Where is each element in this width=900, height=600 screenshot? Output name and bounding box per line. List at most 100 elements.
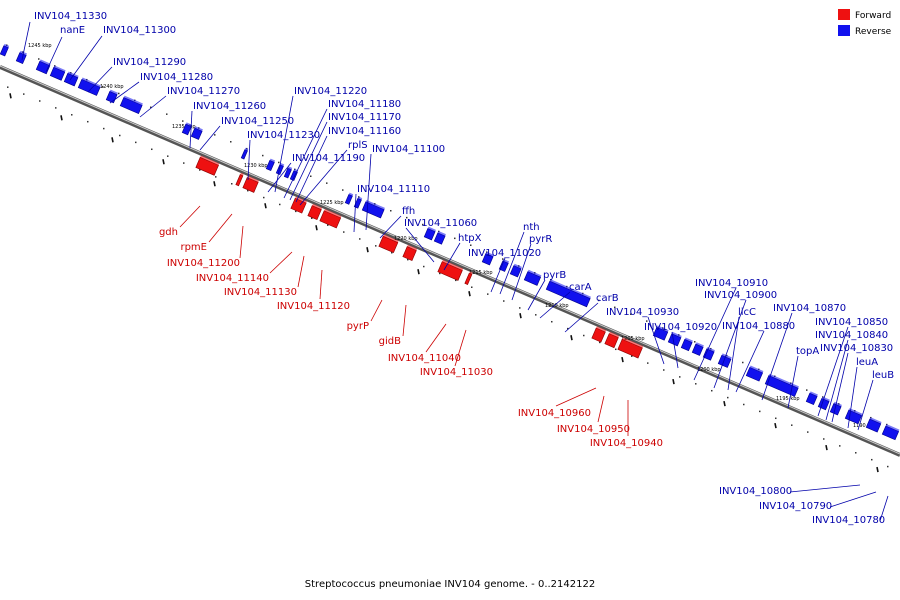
leader-line — [199, 125, 221, 151]
leader-line — [269, 251, 293, 274]
gene-label-licc: licC — [738, 307, 756, 318]
tick-dot — [7, 86, 9, 88]
reverse-gene — [481, 251, 494, 266]
leader-line — [283, 108, 328, 199]
gene-label-inv104-11260: INV104_11260 — [193, 101, 266, 112]
leader-line — [555, 387, 597, 407]
leader-line — [87, 66, 113, 93]
major-tick — [417, 269, 420, 275]
leader-line — [761, 312, 793, 401]
reverse-gene — [433, 230, 446, 245]
gene-label-leua: leuA — [856, 357, 878, 368]
reverse-gene — [105, 89, 118, 104]
leader-line — [353, 193, 357, 233]
leader-line — [527, 279, 546, 311]
gene-label-inv104-10880: INV104_10880 — [722, 321, 795, 332]
major-tick — [366, 247, 369, 253]
gene-label-inv104-11120: INV104_11120 — [277, 301, 350, 312]
gene-label-inv104-10940: INV104_10940 — [590, 438, 663, 449]
tick-dot — [311, 217, 313, 220]
tick-dot — [182, 120, 184, 122]
reverse-gene — [181, 122, 193, 136]
leader-line — [713, 299, 747, 389]
gene-label-inv104-10870: INV104_10870 — [773, 303, 846, 314]
tick-dot — [615, 348, 617, 351]
reverse-gene — [283, 166, 293, 179]
tick-dot — [775, 417, 777, 420]
tick-dot — [151, 148, 153, 151]
leader-line — [69, 35, 103, 81]
tick-dot — [599, 341, 601, 344]
leader-line — [247, 139, 251, 181]
tick-dot — [839, 445, 841, 447]
tick-dot — [278, 161, 280, 164]
leader-line — [879, 495, 889, 522]
tick-dot — [87, 120, 89, 123]
tick-dot — [455, 279, 457, 282]
major-tick — [9, 93, 12, 99]
tick-dot — [791, 424, 793, 426]
gene-label-inv104-11290: INV104_11290 — [113, 57, 186, 68]
kbp-tick-label: 1220 kbp — [394, 236, 418, 242]
leader-line — [511, 243, 532, 301]
kbp-tick-label: 1200 kbp — [697, 367, 721, 373]
leader-line — [139, 95, 167, 118]
tick-dot — [23, 93, 25, 95]
kbp-tick-label: 1230 kbp — [244, 163, 268, 169]
reverse-gene — [702, 346, 715, 361]
leader-line — [829, 491, 877, 508]
tick-dot — [567, 327, 569, 330]
leader-line — [109, 81, 140, 104]
legend-reverse-swatch — [838, 25, 850, 36]
gene-label-pyrr: pyrR — [529, 234, 552, 245]
tick-dot — [71, 114, 73, 116]
tick-dot — [342, 189, 344, 191]
tick-dot — [535, 314, 537, 316]
reverse-gene — [275, 162, 285, 175]
leader-line — [365, 153, 372, 231]
tick-dot — [759, 410, 761, 413]
leader-line — [539, 291, 571, 319]
tick-dot — [742, 361, 744, 364]
tick-dot — [743, 403, 745, 406]
gene-label-inv104-10930: INV104_10930 — [606, 307, 679, 318]
leader-line — [454, 329, 467, 367]
leader-line — [693, 287, 737, 381]
leader-line — [208, 213, 233, 243]
gene-label-inv104-10900: INV104_10900 — [704, 290, 777, 301]
gene-label-inv104-11220: INV104_11220 — [294, 86, 367, 97]
gene-features — [0, 43, 900, 441]
gene-label-inv104-11190: INV104_11190 — [292, 153, 365, 164]
tick-dot — [183, 162, 185, 164]
gene-label-rpls: rplS — [348, 140, 368, 151]
tick-dot — [519, 307, 521, 309]
leader-line — [789, 484, 861, 493]
kbp-tick-label: 1195 kbp — [776, 396, 800, 402]
major-tick — [213, 181, 216, 187]
gene-label-inv104-10920: INV104_10920 — [644, 322, 717, 333]
gene-label-inv104-11250: INV104_11250 — [221, 116, 294, 127]
tick-dot — [631, 355, 633, 357]
reverse-gene — [423, 226, 436, 241]
tick-dot — [327, 224, 329, 226]
gene-label-inv104-10830: INV104_10830 — [820, 343, 893, 354]
tick-dot — [326, 182, 328, 184]
forward-gene — [319, 208, 342, 229]
gene-label-inv104-11280: INV104_11280 — [140, 72, 213, 83]
tick-dot — [103, 127, 105, 130]
major-tick — [468, 291, 471, 297]
gene-label-inv104-11130: INV104_11130 — [224, 287, 297, 298]
tick-dot — [199, 169, 201, 171]
major-tick — [672, 378, 675, 385]
kbp-tick-label: 1190 kbp — [853, 423, 877, 429]
leader-line — [267, 162, 292, 193]
tick-dot — [391, 251, 393, 254]
forward-gene — [307, 203, 323, 221]
gene-label-inv104-10910: INV104_10910 — [695, 278, 768, 289]
reverse-gene — [0, 43, 10, 57]
tick-dot — [375, 245, 377, 247]
gene-label-inv104-10800: INV104_10800 — [719, 486, 792, 497]
reverse-gene — [15, 50, 28, 65]
leader-line — [299, 149, 348, 206]
forward-gene — [378, 234, 399, 254]
